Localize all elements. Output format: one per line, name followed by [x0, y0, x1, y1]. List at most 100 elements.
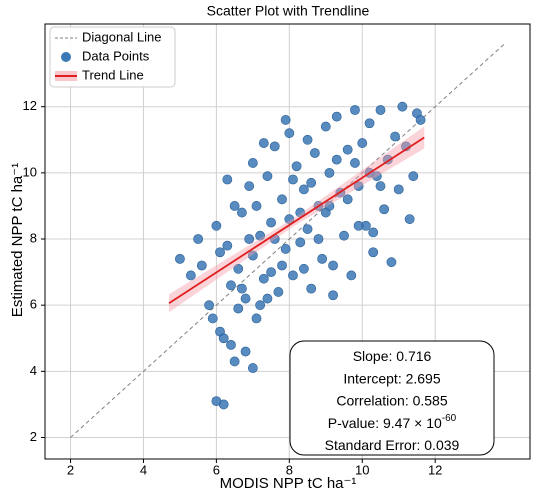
data-point	[269, 141, 280, 152]
y-tick-label: 6	[30, 297, 37, 312]
chart-title: Scatter Plot with Trendline	[207, 3, 370, 19]
x-tick-label: 12	[428, 462, 442, 477]
data-point	[229, 356, 240, 367]
legend-label: Trend Line	[82, 67, 144, 82]
annotation-sup: -60	[442, 413, 457, 424]
data-point	[324, 201, 335, 211]
data-point	[233, 263, 244, 274]
data-point	[350, 105, 360, 115]
annotation-text: Slope: 0.716	[353, 348, 432, 364]
trend-line	[168, 136, 425, 304]
data-point	[244, 181, 255, 191]
data-point	[273, 287, 284, 297]
data-point	[364, 118, 375, 129]
data-point	[288, 174, 298, 185]
data-point	[218, 333, 229, 344]
data-point	[299, 184, 309, 195]
legend-box	[49, 26, 176, 88]
data-point	[233, 303, 244, 314]
data-point	[342, 194, 353, 205]
data-point	[299, 263, 309, 274]
y-tick-label: 10	[23, 164, 37, 179]
data-point	[226, 339, 236, 350]
data-point	[313, 234, 324, 244]
data-point	[196, 260, 207, 271]
data-point	[342, 144, 353, 155]
data-point	[415, 115, 426, 125]
data-point	[258, 273, 269, 284]
data-point	[302, 134, 313, 145]
data-point	[237, 283, 247, 294]
data-point	[357, 138, 368, 148]
annotation-box	[289, 340, 495, 456]
data-point	[262, 171, 273, 182]
data-point	[284, 128, 295, 139]
data-point	[255, 300, 266, 311]
data-point	[258, 138, 269, 148]
y-tick-label: 8	[30, 230, 37, 245]
data-point	[226, 280, 236, 291]
data-point	[277, 194, 287, 205]
data-point	[193, 234, 204, 244]
data-point	[353, 181, 364, 191]
data-point	[222, 240, 233, 251]
data-point	[280, 115, 291, 125]
data-point	[237, 207, 247, 218]
data-point	[404, 214, 415, 225]
data-point	[280, 244, 291, 254]
annotation: Slope: 0.716	[353, 348, 432, 364]
data-point	[207, 313, 218, 324]
data-point	[353, 220, 364, 231]
data-point	[309, 148, 320, 158]
data-point	[397, 101, 408, 112]
data-point	[339, 230, 349, 241]
data-point	[240, 346, 251, 357]
data-point	[277, 260, 287, 271]
data-point	[288, 270, 298, 281]
data-point	[204, 300, 214, 311]
data-point	[251, 201, 262, 211]
data-point	[320, 121, 331, 132]
data-point	[247, 250, 258, 261]
x-axis-label: MODIS NPP tC ha⁻¹	[220, 475, 357, 492]
data-point	[295, 237, 306, 248]
data-point	[240, 293, 251, 304]
data-point	[317, 253, 328, 264]
data-point	[211, 220, 222, 231]
data-point	[375, 181, 386, 191]
data-point	[346, 270, 357, 281]
x-tick-label: 10	[355, 462, 369, 477]
annotation-text: P-value: 9.47 × 10	[328, 415, 442, 431]
data-point	[251, 313, 262, 324]
data-point	[244, 234, 255, 244]
data-point	[375, 105, 386, 115]
data-point	[229, 201, 240, 211]
data-point	[262, 293, 273, 304]
data-point	[255, 230, 266, 241]
data-point	[350, 158, 360, 168]
data-point	[368, 227, 379, 238]
data-point	[393, 184, 404, 195]
data-point	[302, 224, 313, 234]
data-point	[328, 290, 338, 301]
data-point	[291, 161, 302, 172]
annotation: Standard Error: 0.039	[325, 437, 460, 453]
data-point	[222, 174, 233, 185]
data-point	[408, 171, 419, 182]
data-point	[328, 260, 338, 271]
annotation-text: Standard Error: 0.039	[325, 437, 460, 453]
data-point	[211, 396, 222, 407]
y-axis-label: Estimated NPP tC ha⁻¹	[9, 163, 26, 317]
data-point	[324, 167, 335, 178]
y-tick-label: 4	[30, 363, 37, 378]
data-point	[390, 131, 400, 142]
x-tick-label: 2	[67, 462, 74, 477]
legend-label: Data Points	[82, 48, 150, 63]
x-tick-label: 6	[213, 462, 220, 477]
y-tick-label: 12	[23, 98, 37, 113]
annotation: Correlation: 0.585	[336, 392, 448, 408]
data-point	[331, 111, 342, 122]
data-point	[284, 214, 295, 225]
annotation: Intercept: 2.695	[343, 370, 441, 386]
